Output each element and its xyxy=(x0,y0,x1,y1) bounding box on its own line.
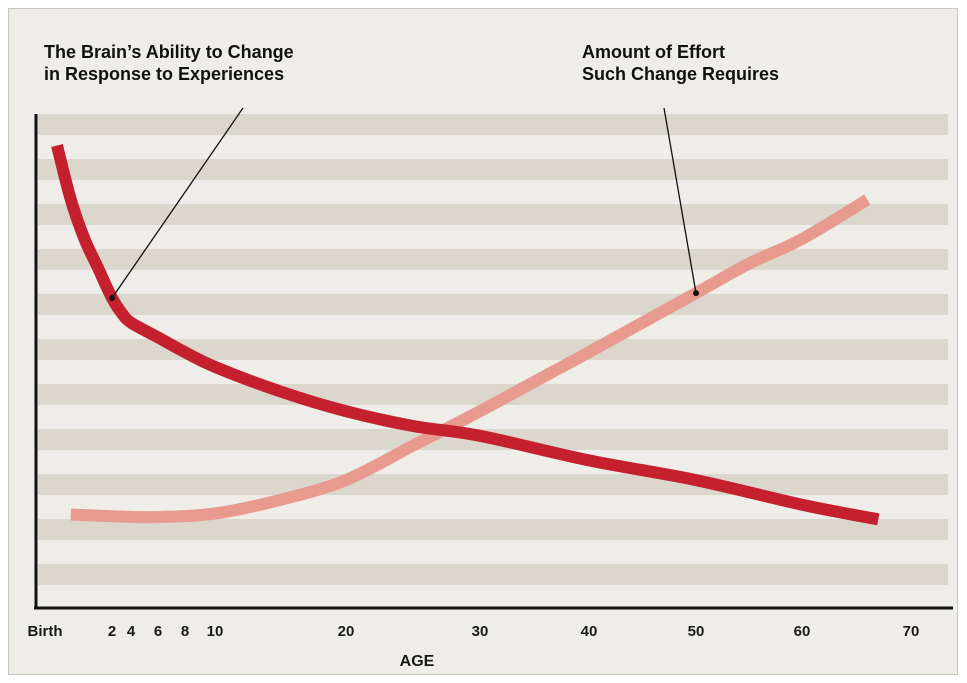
grid-band xyxy=(38,339,948,360)
x-tick-labels: Birth 2 4 6 8 10 20 30 40 50 60 70 xyxy=(28,623,920,640)
annotation-effort-required: Amount of Effort Such Change Requires xyxy=(582,42,779,84)
grid-band xyxy=(38,474,948,495)
annotation-line: The Brain’s Ability to Change xyxy=(44,42,294,62)
grid-band xyxy=(38,294,948,315)
background-bands xyxy=(38,114,948,585)
brain-ability-line xyxy=(51,144,880,526)
grid-band xyxy=(38,564,948,585)
x-tick-label: 4 xyxy=(127,623,136,640)
annotations: The Brain’s Ability to Change in Response… xyxy=(44,42,779,302)
x-tick-label: 30 xyxy=(472,623,489,640)
x-tick-label: 50 xyxy=(688,623,705,640)
annotation-line: Amount of Effort xyxy=(582,42,725,62)
x-tick-label: 60 xyxy=(794,623,811,640)
x-tick-label: 10 xyxy=(207,623,224,640)
grid-band xyxy=(38,204,948,225)
x-tick-label: 20 xyxy=(338,623,355,640)
grid-band xyxy=(38,249,948,270)
annotation-line: Such Change Requires xyxy=(582,64,779,84)
grid-band xyxy=(38,519,948,540)
annotation-line: in Response to Experiences xyxy=(44,64,284,84)
effort-required-line xyxy=(70,194,871,524)
annotation-leader-line xyxy=(663,107,697,294)
x-tick-label: 40 xyxy=(581,623,598,640)
x-tick-label: 6 xyxy=(154,623,162,640)
x-tick-label: 8 xyxy=(181,623,189,640)
annotation-brain-ability: The Brain’s Ability to Change in Response… xyxy=(44,42,294,84)
annotation-point xyxy=(693,290,699,297)
x-tick-label: 70 xyxy=(903,623,920,640)
annotation-leader-line xyxy=(111,107,244,299)
grid-band xyxy=(38,159,948,180)
grid-band xyxy=(38,114,948,135)
x-axis-label: AGE xyxy=(400,653,435,670)
series-layer xyxy=(51,144,880,526)
x-tick-label: Birth xyxy=(28,623,63,640)
annotation-point xyxy=(109,295,115,302)
x-tick-label: 2 xyxy=(108,623,116,640)
